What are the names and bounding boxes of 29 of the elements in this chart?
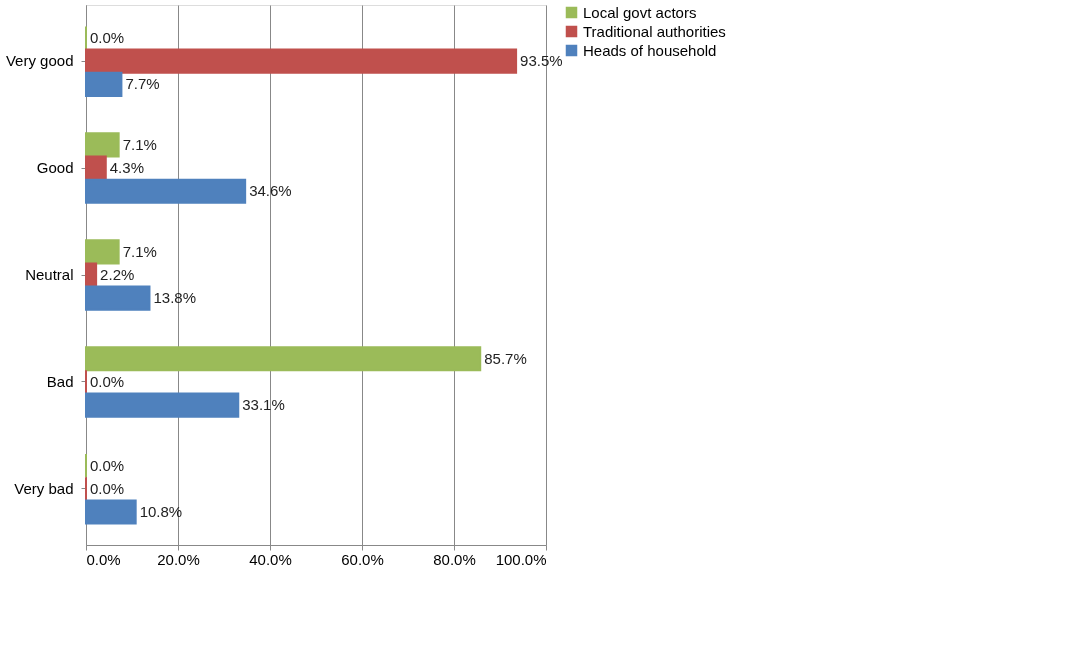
data-label: 7.1% xyxy=(122,242,157,260)
x-tick-label: 20.0% xyxy=(157,550,200,568)
data-label: 0.0% xyxy=(90,456,125,474)
data-label: 7.7% xyxy=(125,75,160,93)
y-tick-label: Good xyxy=(36,159,74,177)
x-tick-label: 60.0% xyxy=(341,550,384,568)
x-tick-label: 0.0% xyxy=(86,550,121,568)
legend-label: Local govt actors xyxy=(583,3,697,21)
data-label: 33.1% xyxy=(242,396,285,414)
data-label: 34.6% xyxy=(249,182,292,200)
data-label: 2.2% xyxy=(100,266,135,283)
y-tick-label: Very bad xyxy=(14,479,74,497)
data-label: 85.7% xyxy=(484,349,527,367)
data-label: 0.0% xyxy=(90,28,125,46)
x-tick-label: 80.0% xyxy=(433,550,476,568)
data-label: 4.3% xyxy=(109,159,144,177)
data-label: 10.8% xyxy=(139,503,183,521)
x-tick-label: 100.0% xyxy=(495,550,547,568)
x-tick-label: 40.0% xyxy=(249,550,292,568)
data-label: 13.8% xyxy=(153,289,197,307)
y-tick-label: Neutral xyxy=(25,266,74,283)
data-label: 7.1% xyxy=(122,135,157,153)
legend-label: Traditional authorities xyxy=(583,22,726,40)
y-tick-label: Bad xyxy=(46,372,74,390)
data-label: 0.0% xyxy=(90,372,125,390)
y-tick-label: Very good xyxy=(5,52,74,70)
data-label: 93.5% xyxy=(520,52,563,70)
legend-label: Heads of household xyxy=(583,41,717,59)
data-label: 0.0% xyxy=(90,479,125,497)
